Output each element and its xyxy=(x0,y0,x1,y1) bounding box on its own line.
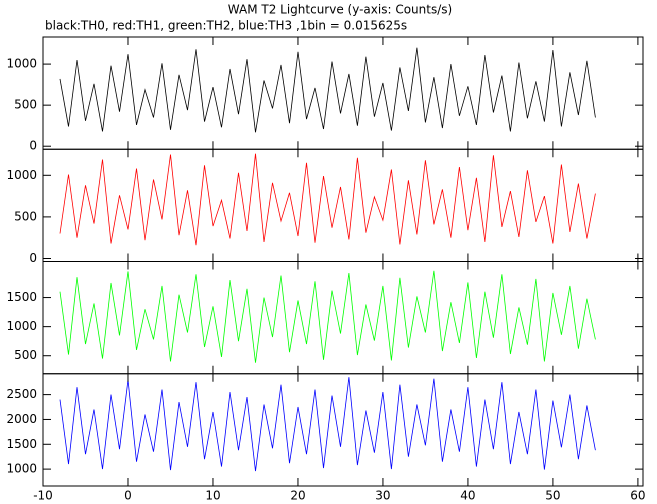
chart-title: WAM T2 Lightcurve (y-axis: Counts/s) xyxy=(228,3,452,17)
x-tick-label: 30 xyxy=(375,489,390,503)
x-tick-label: 60 xyxy=(630,489,645,503)
x-tick-label: 40 xyxy=(460,489,475,503)
x-tick-label: 0 xyxy=(124,489,132,503)
y-tick-label: 500 xyxy=(14,348,37,362)
y-tick-label: 1500 xyxy=(6,290,37,304)
y-tick-label: 1000 xyxy=(6,168,37,182)
x-tick-label: 10 xyxy=(205,489,220,503)
lightcurve-line xyxy=(59,377,596,472)
x-tick-label: -10 xyxy=(33,489,53,503)
y-tick-label: 1000 xyxy=(6,319,37,333)
x-tick-label: 50 xyxy=(545,489,560,503)
y-tick-label: 0 xyxy=(29,139,37,153)
y-tick-label: 1500 xyxy=(6,437,37,451)
x-tick-label: 20 xyxy=(290,489,305,503)
y-tick-label: 0 xyxy=(29,251,37,265)
y-tick-label: 500 xyxy=(14,209,37,223)
lightcurve-line xyxy=(59,47,596,133)
y-tick-label: 2500 xyxy=(6,387,37,401)
chart-subtitle: black:TH0, red:TH1, green:TH2, blue:TH3 … xyxy=(45,19,407,33)
lightcurve-line xyxy=(59,270,596,363)
panel-frame xyxy=(42,148,644,262)
y-tick-label: 2000 xyxy=(6,412,37,426)
lightcurve-line xyxy=(59,153,596,246)
y-tick-label: 500 xyxy=(14,98,37,112)
panel-frame xyxy=(42,373,644,487)
y-tick-label: 1000 xyxy=(6,462,37,476)
y-tick-label: 1000 xyxy=(6,57,37,71)
